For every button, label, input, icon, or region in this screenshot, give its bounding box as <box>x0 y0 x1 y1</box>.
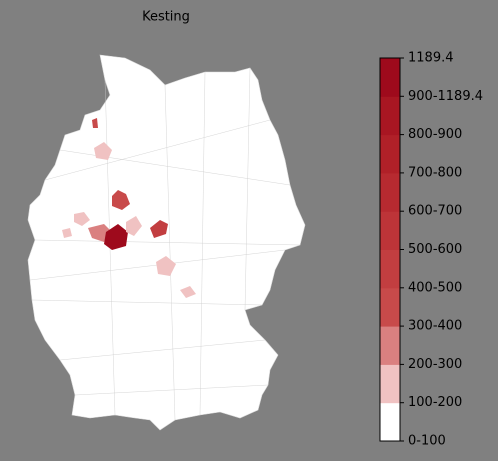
region <box>92 118 98 128</box>
region <box>180 286 196 298</box>
region <box>104 224 128 250</box>
colorbar-label: 700-800 <box>408 165 462 180</box>
colorbar-label: 800-900 <box>408 127 462 142</box>
colorbar-label: 0-100 <box>408 434 446 449</box>
region <box>156 256 176 276</box>
map <box>27 54 306 431</box>
colorbar-segment <box>380 96 400 136</box>
colorbar-label: 300-400 <box>408 319 462 334</box>
colorbar-segment <box>380 134 400 174</box>
colorbar-segment <box>380 172 400 212</box>
colorbar-segment <box>380 364 400 404</box>
colorbar-label: 1189.4 <box>408 51 454 66</box>
region <box>126 216 142 236</box>
colorbar-segment <box>380 287 400 327</box>
colorbar-label: 100-200 <box>408 395 462 410</box>
colorbar-segment <box>380 402 400 442</box>
colorbar: 0-100 100-200 200-300 300-400 400-500 500-600… <box>379 51 483 449</box>
colorbar-segment <box>380 326 400 365</box>
region <box>150 220 168 238</box>
region <box>62 228 72 238</box>
colorbar-segment <box>380 58 400 97</box>
map-title: Kesting <box>142 10 190 25</box>
colorbar-segment <box>380 249 400 289</box>
colorbar-label: 500-600 <box>408 242 462 257</box>
colorbar-label: 400-500 <box>408 280 462 295</box>
region <box>74 212 90 226</box>
colorbar-label: 600-700 <box>408 204 462 219</box>
colorbar-segment <box>380 211 400 250</box>
colorbar-label: 900-1189.4 <box>408 89 483 104</box>
region <box>112 190 130 210</box>
region <box>94 142 112 160</box>
colorbar-label: 200-300 <box>408 357 462 372</box>
